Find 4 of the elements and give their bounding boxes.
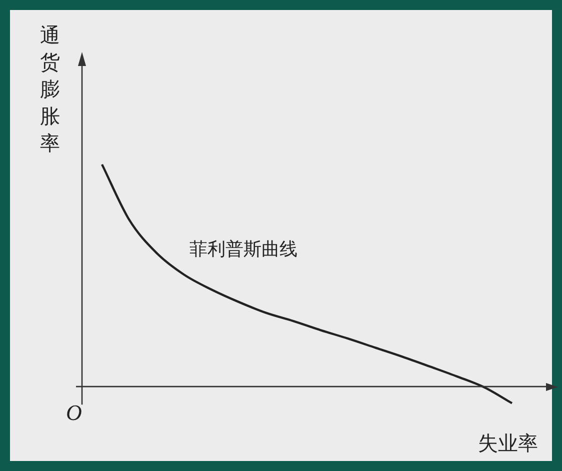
annotation: O <box>66 400 82 426</box>
y-axis-title: 通货膨胀率 <box>40 22 61 157</box>
series-label: 菲利普斯曲线 <box>189 239 298 260</box>
x-axis-title: 失业率 <box>478 430 538 457</box>
